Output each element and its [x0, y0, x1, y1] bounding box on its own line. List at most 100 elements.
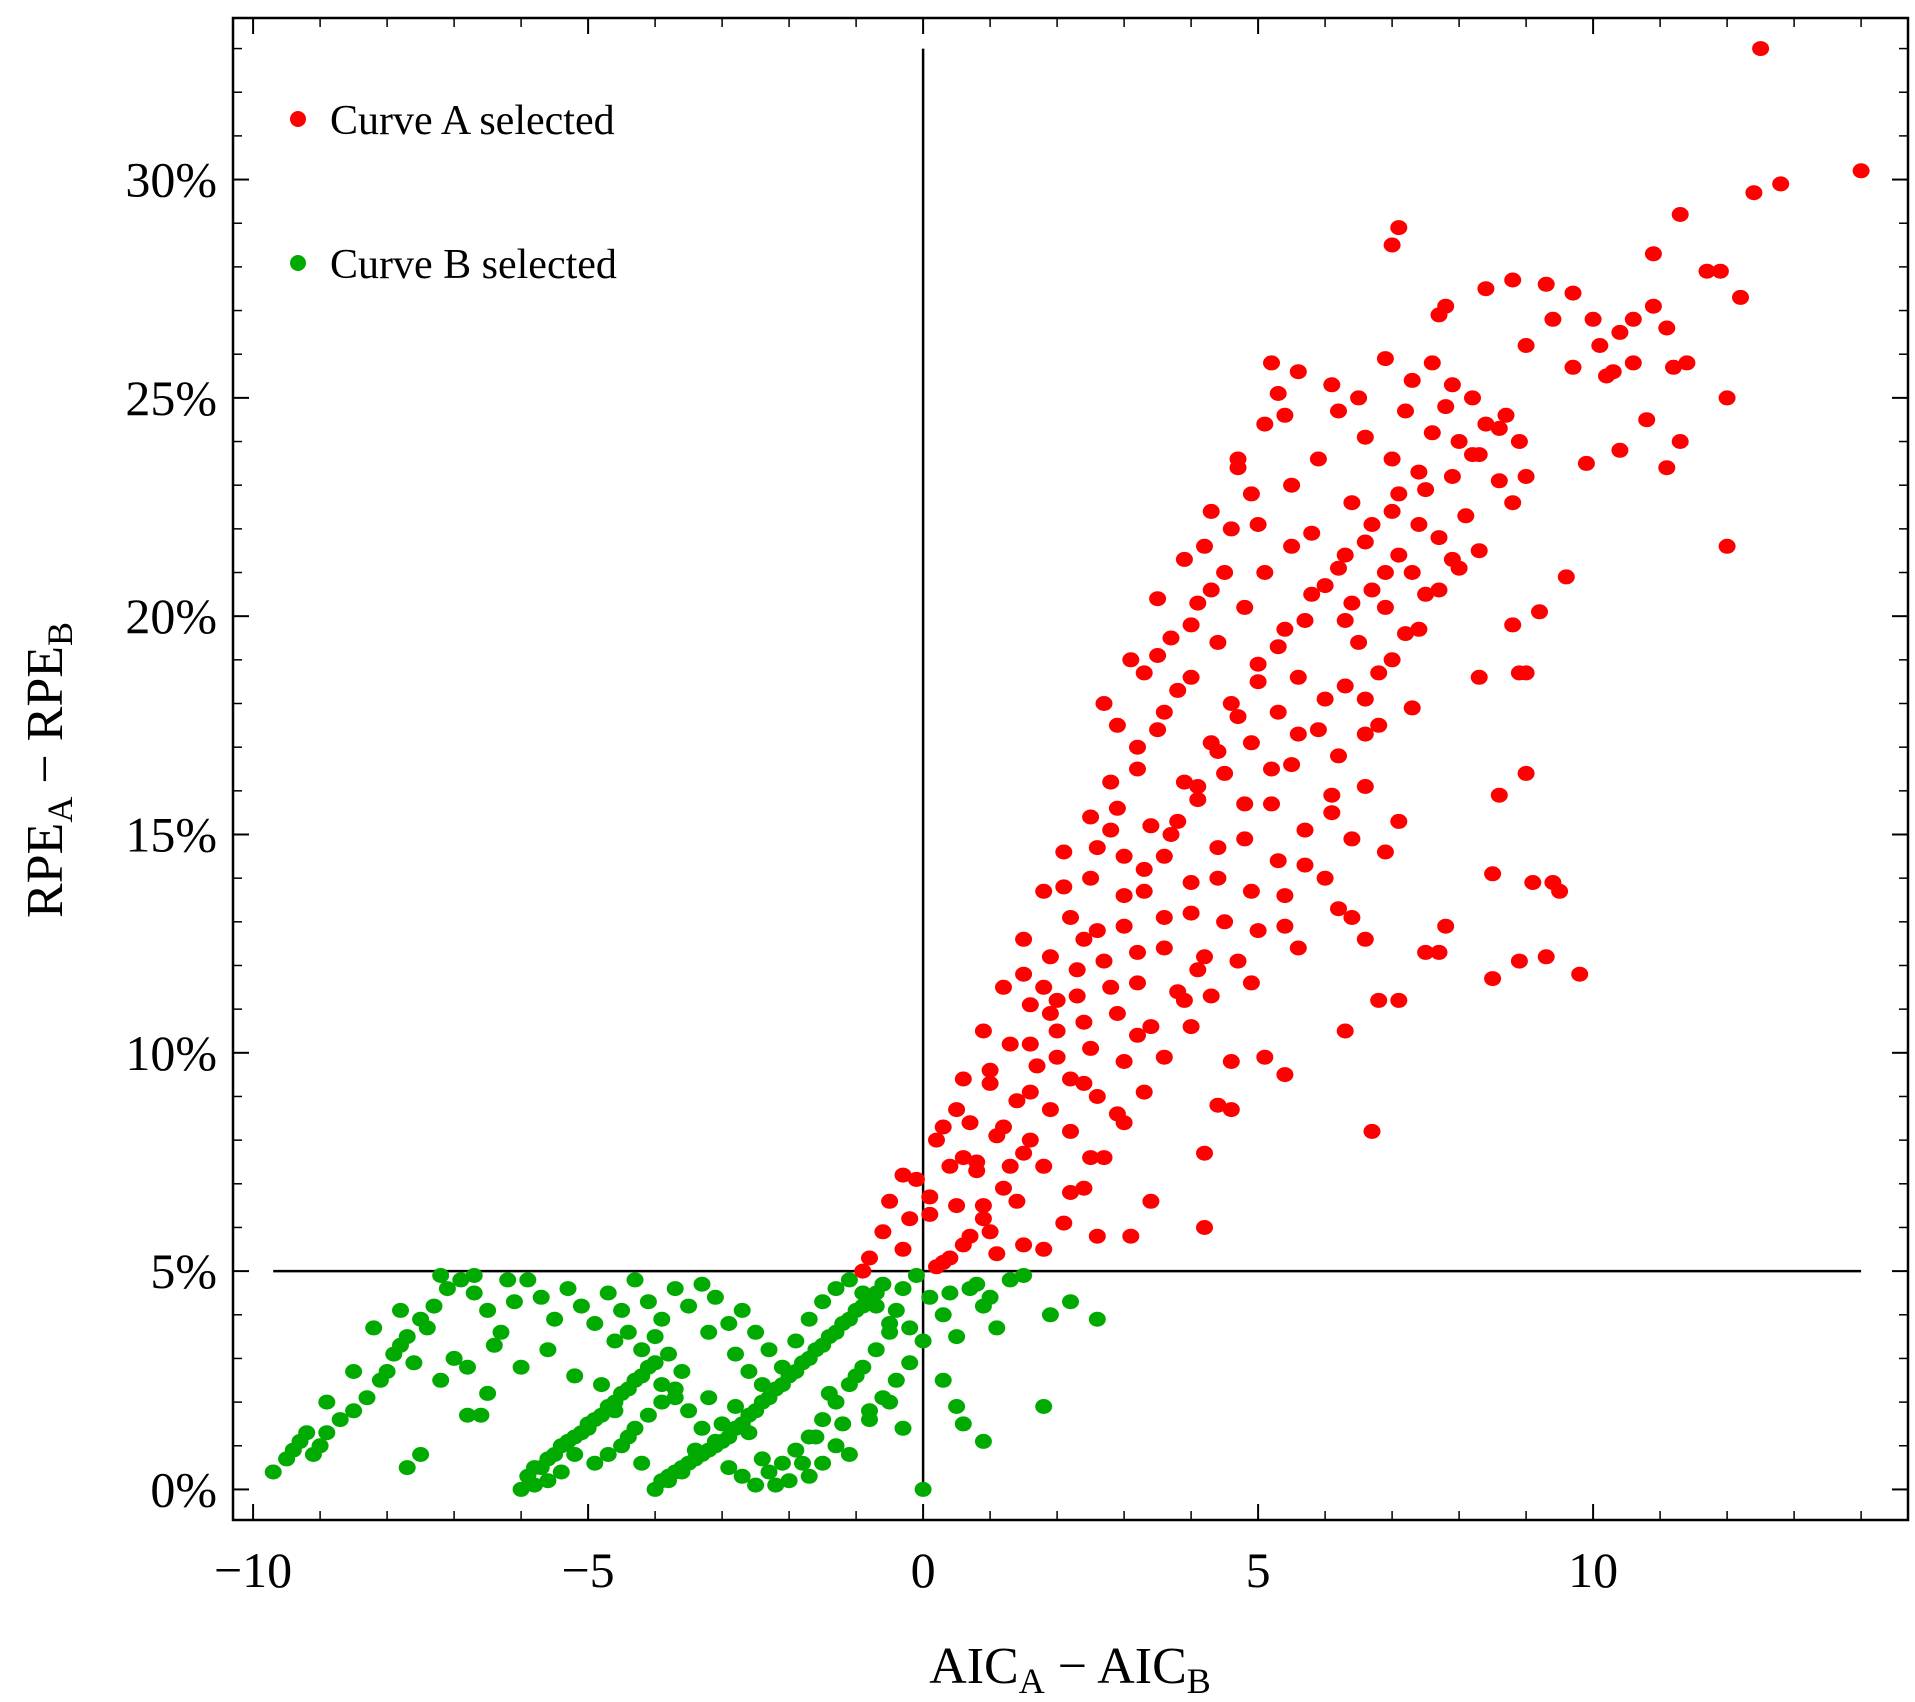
data-point-curve-a	[1376, 599, 1394, 615]
data-point-curve-a	[1524, 875, 1542, 890]
data-point-curve-b	[492, 1324, 510, 1340]
data-point-curve-a	[1397, 403, 1414, 419]
data-point-curve-b	[653, 1377, 671, 1393]
data-point-curve-a	[1397, 626, 1414, 642]
data-point-curve-a	[1289, 364, 1307, 380]
data-point-curve-b	[840, 1272, 858, 1288]
data-point-curve-a	[1457, 508, 1475, 524]
data-point-curve-b	[459, 1359, 476, 1375]
data-point-curve-a	[1222, 1102, 1240, 1118]
data-point-curve-b	[485, 1337, 503, 1353]
data-point-curve-b	[465, 1268, 483, 1283]
data-point-curve-a	[1175, 774, 1193, 790]
data-point-curve-a	[1477, 281, 1495, 297]
data-point-curve-b	[727, 1420, 744, 1436]
data-point-curve-a	[1470, 543, 1488, 559]
data-point-curve-a	[1249, 656, 1267, 672]
data-point-curve-b	[700, 1324, 718, 1340]
data-point-curve-a	[1289, 669, 1307, 685]
data-point-curve-a	[1115, 1115, 1133, 1131]
data-point-curve-a	[1303, 525, 1321, 541]
data-point-curve-a	[1196, 538, 1213, 554]
data-point-curve-b	[680, 1298, 698, 1314]
data-point-curve-a	[1551, 883, 1569, 899]
data-point-curve-b	[532, 1460, 550, 1476]
data-point-curve-a	[1196, 1220, 1213, 1235]
data-point-curve-a	[1209, 634, 1227, 650]
data-point-curve-a	[1745, 185, 1763, 201]
data-point-curve-b	[800, 1429, 818, 1445]
data-point-curve-a	[1443, 377, 1461, 393]
data-point-curve-b	[948, 1329, 966, 1345]
data-point-curve-a	[1350, 634, 1368, 650]
data-point-curve-a	[1490, 473, 1508, 489]
data-point-curve-a	[1624, 355, 1642, 371]
data-point-curve-a	[1571, 966, 1589, 982]
data-point-curve-a	[1216, 765, 1234, 781]
data-point-curve-a	[894, 1167, 912, 1183]
data-point-curve-a	[954, 1237, 972, 1253]
data-point-curve-a	[1303, 586, 1321, 602]
data-point-curve-a	[1390, 486, 1408, 502]
y-axis-title-sep: −	[17, 741, 74, 796]
data-point-curve-a	[1336, 1023, 1354, 1039]
data-point-curve-a	[1048, 992, 1066, 1008]
data-point-curve-a	[894, 1241, 912, 1257]
data-point-curve-a	[1678, 355, 1696, 371]
data-point-curve-a	[1330, 403, 1347, 419]
data-point-curve-a	[1015, 1237, 1033, 1253]
data-point-curve-a	[1410, 517, 1428, 532]
data-point-curve-b	[318, 1394, 336, 1410]
data-point-curve-a	[1423, 425, 1441, 441]
data-point-curve-b	[827, 1438, 845, 1454]
data-point-curve-a	[1390, 547, 1408, 563]
data-point-curve-a	[1356, 931, 1374, 947]
data-point-curve-b	[887, 1302, 905, 1318]
x-axis-title: AICA − AICB	[929, 1638, 1211, 1701]
data-point-curve-a	[941, 1158, 959, 1174]
data-point-curve-a	[981, 1075, 999, 1091]
data-point-curve-a	[981, 1224, 999, 1240]
data-point-curve-b	[412, 1447, 430, 1462]
data-point-curve-b	[539, 1473, 557, 1489]
data-point-curve-a	[995, 1180, 1012, 1196]
data-point-curve-a	[1443, 469, 1461, 484]
data-point-curve-a	[1484, 971, 1502, 987]
data-point-curve-b	[499, 1272, 517, 1288]
y-tick-label: 0%	[150, 1461, 217, 1517]
data-point-curve-b	[814, 1294, 832, 1310]
data-point-curve-b	[867, 1342, 885, 1358]
data-point-curve-a	[1075, 1075, 1093, 1091]
data-point-curve-a	[1162, 630, 1180, 646]
data-point-curve-b	[767, 1477, 785, 1493]
data-point-curve-a	[1517, 469, 1535, 484]
data-point-curve-a	[1135, 883, 1153, 899]
data-point-curve-b	[666, 1281, 684, 1297]
data-point-curve-a	[1209, 840, 1227, 856]
data-point-curve-a	[1296, 857, 1314, 873]
data-point-curve-a	[1470, 447, 1488, 463]
data-point-curve-a	[1155, 848, 1173, 864]
data-point-curve-b	[814, 1412, 832, 1428]
data-point-curve-b	[1062, 1294, 1079, 1310]
data-point-curve-b	[807, 1342, 825, 1358]
data-point-curve-a	[961, 1115, 979, 1131]
data-point-curve-a	[1658, 460, 1676, 476]
data-point-curve-a	[1162, 827, 1180, 842]
data-point-curve-a	[1129, 975, 1146, 991]
data-point-curve-a	[1276, 1067, 1294, 1083]
data-point-curve-a	[1095, 1150, 1113, 1166]
data-point-curve-a	[1263, 355, 1280, 371]
data-point-curve-a	[1008, 1193, 1026, 1209]
data-point-curve-a	[1155, 940, 1173, 956]
data-point-curve-b	[465, 1285, 483, 1301]
data-point-curve-b	[519, 1272, 537, 1288]
data-point-curve-a	[1169, 813, 1187, 829]
data-point-curve-b	[693, 1276, 711, 1292]
data-point-curve-b	[861, 1289, 878, 1305]
data-point-curve-b	[760, 1342, 778, 1358]
data-point-curve-a	[1296, 613, 1314, 628]
data-point-curve-b	[512, 1359, 530, 1375]
data-point-curve-b	[700, 1390, 718, 1406]
data-point-curve-b	[418, 1320, 436, 1336]
